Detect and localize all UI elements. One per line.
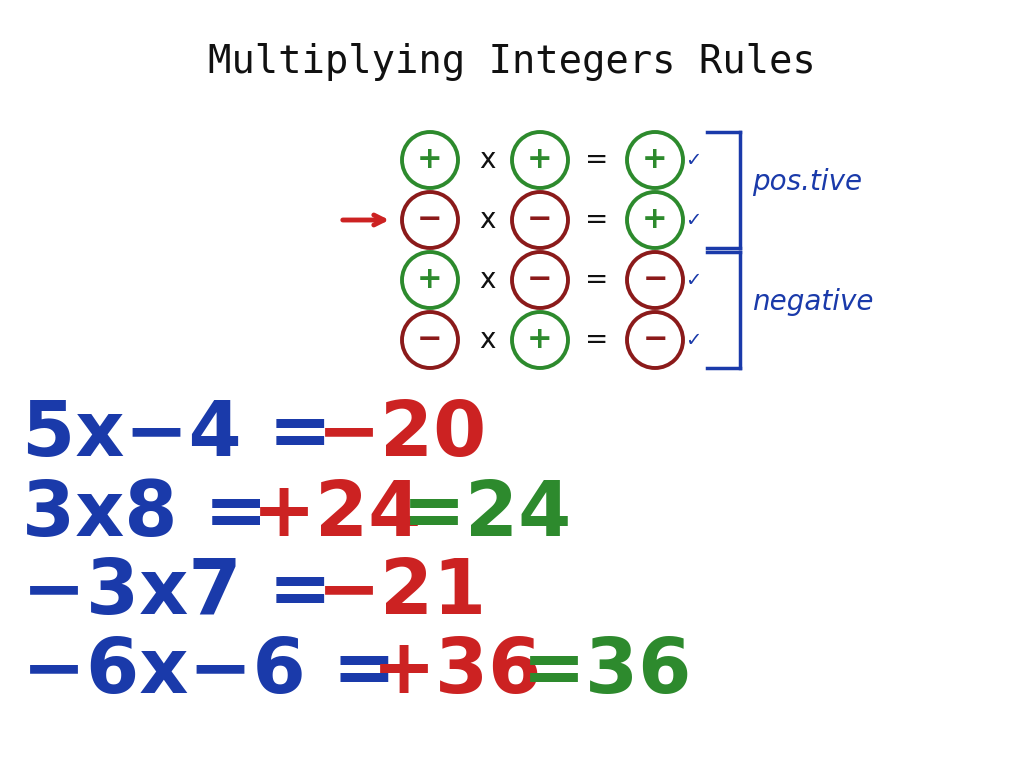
Text: 5x−4 =: 5x−4 =: [22, 398, 332, 472]
Text: =24: =24: [402, 478, 572, 552]
Text: +: +: [417, 145, 442, 174]
Text: +24: +24: [252, 478, 422, 552]
Text: x: x: [479, 206, 496, 234]
Text: +36: +36: [372, 635, 543, 709]
Text: −21: −21: [317, 556, 487, 630]
Text: pos.tive: pos.tive: [752, 168, 862, 196]
Text: −: −: [642, 266, 668, 294]
Text: ✓: ✓: [685, 270, 701, 290]
Text: +: +: [527, 326, 553, 355]
Text: +: +: [417, 266, 442, 294]
Text: −: −: [527, 206, 553, 234]
Text: x: x: [479, 146, 496, 174]
Text: +: +: [642, 145, 668, 174]
Text: ✓: ✓: [685, 210, 701, 230]
Text: −20: −20: [317, 398, 487, 472]
Text: =: =: [586, 326, 608, 354]
Text: −6x−6 =: −6x−6 =: [22, 635, 396, 709]
Text: 3x8 =: 3x8 =: [22, 478, 268, 552]
Text: ✓: ✓: [685, 151, 701, 170]
Text: negative: negative: [752, 288, 873, 316]
Text: −: −: [417, 326, 442, 355]
Text: −3x7 =: −3x7 =: [22, 556, 332, 630]
Text: =36: =36: [522, 635, 692, 709]
Text: −: −: [417, 206, 442, 234]
Text: +: +: [642, 206, 668, 234]
Text: Multiplying Integers Rules: Multiplying Integers Rules: [208, 43, 816, 81]
Text: −: −: [527, 266, 553, 294]
Text: =: =: [586, 146, 608, 174]
Text: =: =: [586, 206, 608, 234]
Text: x: x: [479, 326, 496, 354]
Text: +: +: [527, 145, 553, 174]
Text: ✓: ✓: [685, 330, 701, 349]
Text: =: =: [586, 266, 608, 294]
Text: −: −: [642, 326, 668, 355]
Text: x: x: [479, 266, 496, 294]
